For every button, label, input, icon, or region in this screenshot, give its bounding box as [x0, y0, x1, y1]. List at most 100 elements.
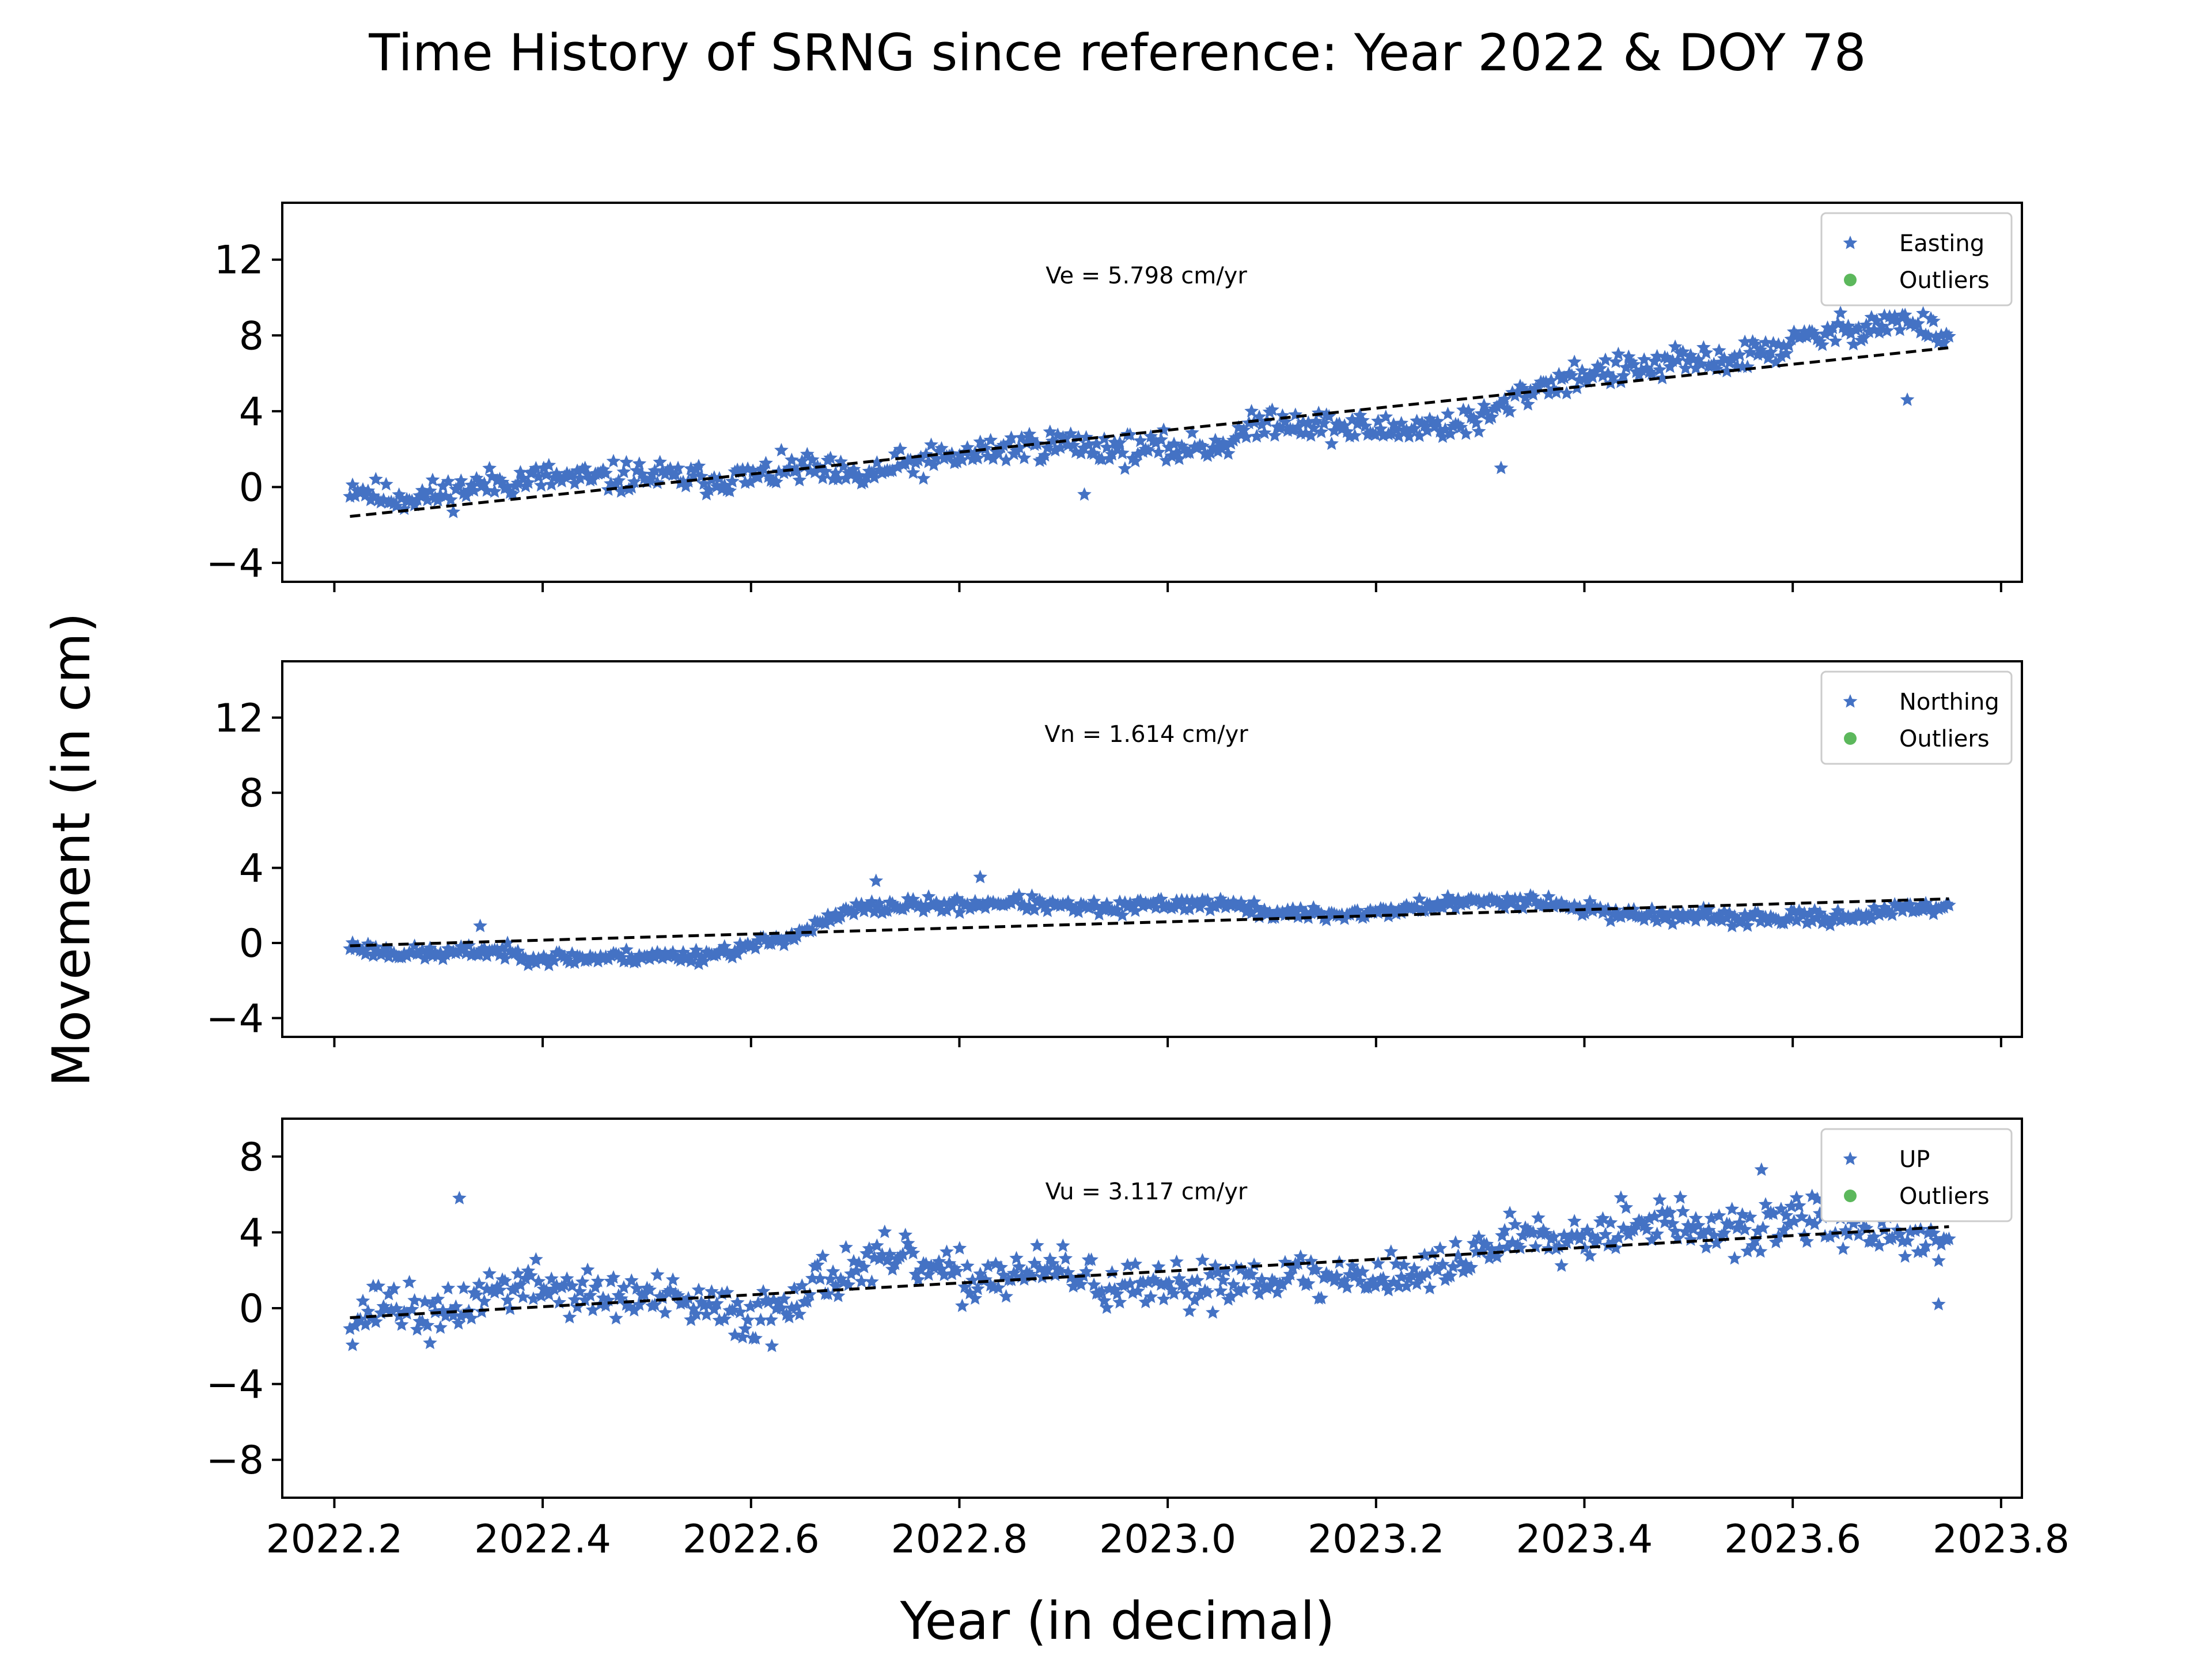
north-data-point — [1115, 908, 1130, 922]
east-data-point — [1688, 361, 1703, 374]
up-data-point — [438, 1308, 453, 1323]
up-data-point — [1497, 1223, 1512, 1237]
up-data-point — [1619, 1200, 1634, 1214]
east-data-point — [929, 451, 944, 465]
up-data-point — [433, 1320, 448, 1334]
east-data-point — [906, 465, 921, 479]
north-data-point — [1864, 911, 1879, 925]
east-data-point — [1784, 332, 1799, 346]
east-y-tick-label: −4 — [206, 541, 264, 586]
east-data-point — [831, 471, 846, 486]
east-data-point — [1402, 429, 1416, 443]
up-data-point — [730, 1295, 745, 1309]
up-data-point — [1086, 1277, 1101, 1291]
east-data-point — [1833, 305, 1848, 320]
up-data-point — [1737, 1222, 1752, 1236]
up-data-point — [1404, 1268, 1419, 1282]
north-legend-box — [1820, 671, 2013, 765]
east-data-point — [1694, 357, 1709, 370]
east-data-point — [1172, 451, 1187, 465]
north-data-point — [1789, 913, 1804, 927]
north-y-tick-label: −4 — [206, 996, 264, 1041]
east-data-point — [1278, 414, 1293, 429]
up-data-point — [857, 1259, 872, 1274]
east-data-point — [1350, 416, 1365, 430]
up-data-point — [1464, 1260, 1479, 1274]
up-data-point — [1490, 1249, 1504, 1263]
up-data-point — [1192, 1287, 1207, 1301]
north-data-point — [547, 953, 562, 967]
north-legend-label-series: Northing — [1899, 689, 1999, 715]
up-data-point — [1218, 1263, 1233, 1277]
east-data-point — [1671, 353, 1685, 367]
up-data-point — [1055, 1238, 1070, 1252]
up-data-point — [606, 1270, 621, 1284]
up-data-point — [1151, 1259, 1166, 1274]
up-data-point — [1399, 1279, 1414, 1293]
up-data-point — [1500, 1240, 1514, 1253]
north-data-point — [898, 899, 913, 913]
up-data-point — [1789, 1190, 1804, 1204]
up-data-point — [1030, 1238, 1044, 1252]
east-data-point — [1815, 337, 1830, 351]
up-data-point — [1394, 1270, 1409, 1283]
north-data-point — [777, 937, 791, 952]
north-data-point — [952, 905, 967, 919]
up-data-point — [1138, 1294, 1153, 1309]
east-trend-line — [350, 346, 1949, 518]
north-data-point — [730, 946, 745, 960]
up-data-point — [1330, 1268, 1344, 1282]
up-data-point — [800, 1294, 815, 1308]
up-data-point — [1396, 1257, 1411, 1272]
east-data-point — [1890, 314, 1905, 328]
east-data-point — [1911, 316, 1925, 330]
up-data-point — [802, 1287, 817, 1301]
east-data-point — [790, 463, 804, 477]
north-data-point — [366, 948, 381, 962]
up-data-point — [921, 1267, 936, 1281]
up-data-point — [1443, 1268, 1458, 1282]
up-data-point — [1180, 1286, 1194, 1300]
up-data-point — [937, 1267, 952, 1281]
up-data-point — [500, 1293, 515, 1306]
up-data-point — [805, 1271, 820, 1285]
up-data-point — [562, 1310, 577, 1324]
up-data-point — [782, 1309, 797, 1324]
up-data-point — [1012, 1259, 1027, 1274]
north-data-point — [1128, 903, 1143, 917]
up-data-point — [1035, 1270, 1050, 1283]
east-data-point — [759, 456, 773, 469]
east-data-point — [1645, 366, 1660, 380]
up-data-point — [1676, 1204, 1690, 1218]
up-data-point — [650, 1267, 665, 1281]
east-data-point — [893, 442, 908, 456]
east-data-point — [756, 461, 771, 475]
up-data-point — [1673, 1190, 1688, 1204]
up-data-point — [1931, 1297, 1946, 1310]
up-data-point — [1430, 1263, 1445, 1277]
east-data-point — [544, 477, 559, 491]
up-scatter-series — [343, 1162, 1956, 1353]
up-data-point — [590, 1274, 605, 1287]
up-data-point — [1141, 1274, 1156, 1289]
up-data-point — [1301, 1276, 1316, 1290]
east-data-point — [1182, 445, 1197, 459]
east-data-point — [1368, 427, 1383, 441]
east-data-point — [1156, 422, 1171, 436]
north-data-point — [696, 953, 711, 968]
up-data-point — [399, 1306, 414, 1320]
up-data-point — [1368, 1278, 1383, 1293]
east-data-point — [1118, 461, 1132, 475]
east-data-point — [916, 471, 931, 485]
up-data-point — [407, 1293, 422, 1307]
east-data-point — [722, 483, 737, 498]
up-data-point — [516, 1289, 531, 1304]
up-data-point — [358, 1317, 373, 1331]
up-data-point — [854, 1274, 869, 1288]
east-data-point — [1249, 429, 1264, 443]
up-data-point — [813, 1271, 828, 1285]
east-data-point — [1711, 343, 1726, 357]
north-data-point — [725, 950, 740, 964]
up-data-point — [441, 1281, 456, 1295]
